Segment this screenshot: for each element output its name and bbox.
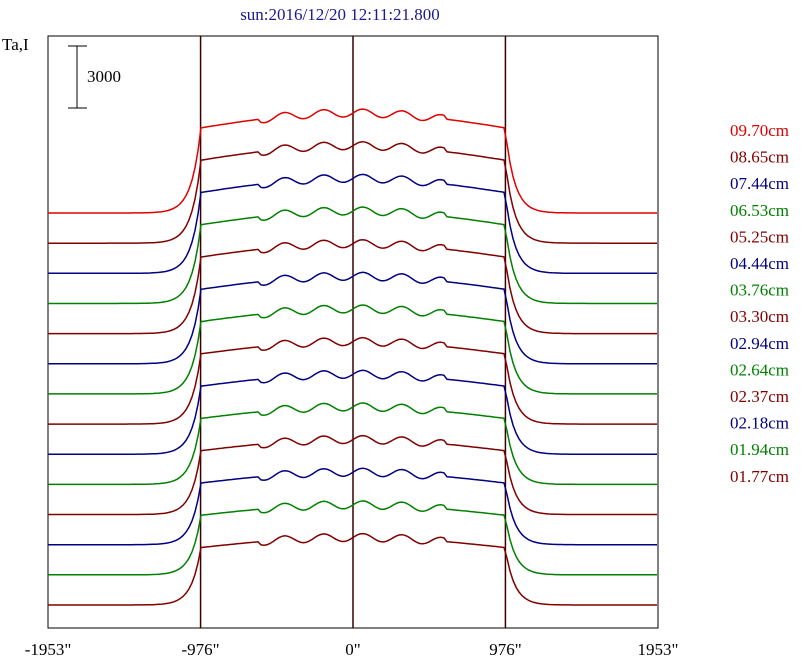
x-tick-label: -1953" (25, 640, 72, 659)
series-line (48, 434, 657, 516)
legend-entry: 07.44cm (730, 174, 789, 193)
series-line (48, 336, 657, 425)
series-line (48, 108, 657, 214)
chart-title: sun:2016/12/20 12:11:21.800 (240, 5, 440, 24)
x-tick-label: 976" (489, 640, 521, 659)
legend-entry: 04.44cm (730, 254, 789, 273)
x-tick-label: 0" (345, 640, 360, 659)
series-line (48, 304, 657, 395)
y-axis-label: Ta,I (2, 35, 29, 54)
legend-entry: 03.30cm (730, 307, 789, 326)
x-tick-label: -976" (182, 640, 220, 659)
legend-entry: 05.25cm (730, 227, 789, 246)
legend-entry: 08.65cm (730, 148, 789, 167)
series-line (48, 238, 657, 335)
series-line (48, 173, 657, 275)
legend-entry: 02.64cm (730, 360, 789, 379)
series-line (48, 402, 657, 486)
series-line (48, 467, 657, 546)
series-line (48, 271, 657, 365)
legend-entry: 06.53cm (730, 201, 789, 220)
scale-bar: 3000 (68, 45, 121, 109)
x-tick-label: 1953" (638, 640, 679, 659)
scale-bar-label: 3000 (87, 67, 121, 86)
series-line (48, 369, 657, 455)
series-line (48, 206, 657, 305)
legend-entry: 01.94cm (730, 440, 789, 459)
series-line (48, 500, 657, 576)
series-line (48, 532, 657, 606)
legend-entry: 01.77cm (730, 467, 789, 486)
legend-entry: 02.94cm (730, 334, 789, 353)
series-line (48, 140, 657, 244)
legend-entry: 02.37cm (730, 387, 789, 406)
legend-entry: 09.70cm (730, 121, 789, 140)
legend-entry: 02.18cm (730, 414, 789, 433)
legend-entry: 03.76cm (730, 281, 789, 300)
